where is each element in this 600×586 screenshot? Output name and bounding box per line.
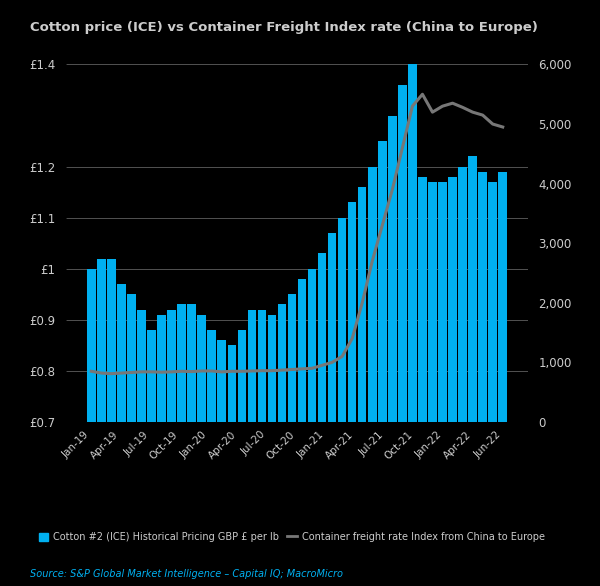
Bar xyxy=(117,284,125,586)
Bar xyxy=(398,85,407,586)
Bar xyxy=(469,156,477,586)
Bar xyxy=(488,182,497,586)
Bar xyxy=(167,309,176,586)
Bar xyxy=(328,233,337,586)
Bar xyxy=(147,330,156,586)
Bar xyxy=(278,305,286,586)
Bar xyxy=(187,305,196,586)
Bar xyxy=(298,279,306,586)
Bar xyxy=(448,177,457,586)
Bar xyxy=(358,187,367,586)
Bar xyxy=(217,340,226,586)
Bar xyxy=(388,115,397,586)
Bar xyxy=(127,294,136,586)
Bar xyxy=(178,305,186,586)
Bar xyxy=(368,166,377,586)
Bar xyxy=(197,315,206,586)
Bar xyxy=(418,177,427,586)
Bar xyxy=(408,54,416,586)
Bar xyxy=(308,269,316,586)
Bar xyxy=(478,172,487,586)
Bar xyxy=(257,309,266,586)
Bar xyxy=(378,141,386,586)
Bar xyxy=(87,269,95,586)
Bar xyxy=(248,309,256,586)
Legend: Cotton #2 (ICE) Historical Pricing GBP £ per lb, Container freight rate Index fr: Cotton #2 (ICE) Historical Pricing GBP £… xyxy=(35,528,548,546)
Text: Source: S&P Global Market Intelligence – Capital IQ; MacroMicro: Source: S&P Global Market Intelligence –… xyxy=(30,569,343,579)
Bar xyxy=(208,330,216,586)
Bar xyxy=(338,217,346,586)
Bar xyxy=(499,172,507,586)
Bar xyxy=(157,315,166,586)
Bar xyxy=(238,330,246,586)
Bar xyxy=(348,202,356,586)
Bar xyxy=(137,309,146,586)
Bar xyxy=(428,182,437,586)
Text: Cotton price (ICE) vs Container Freight Index rate (China to Europe): Cotton price (ICE) vs Container Freight … xyxy=(30,21,538,33)
Bar xyxy=(107,258,116,586)
Bar xyxy=(227,345,236,586)
Bar xyxy=(268,315,276,586)
Bar xyxy=(438,182,447,586)
Bar xyxy=(97,258,106,586)
Bar xyxy=(288,294,296,586)
Bar xyxy=(318,253,326,586)
Bar xyxy=(458,166,467,586)
